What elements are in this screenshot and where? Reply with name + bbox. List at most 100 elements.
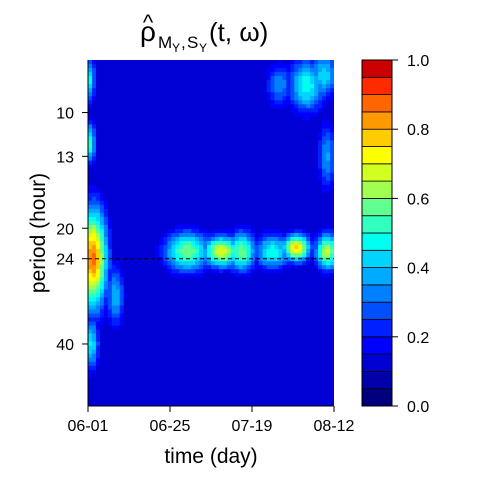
heatmap-cell	[179, 88, 184, 93]
heatmap-cell	[147, 92, 153, 97]
heatmap-cell	[310, 140, 315, 146]
heatmap-cell	[302, 397, 307, 403]
heatmap-cell	[111, 381, 117, 387]
heatmap-cell	[242, 108, 248, 113]
heatmap-cell	[123, 184, 129, 190]
heatmap-cell	[163, 321, 168, 327]
heatmap-cell	[167, 377, 172, 383]
heatmap-cell	[242, 80, 248, 85]
heatmap-cell	[258, 204, 264, 210]
heatmap-cell	[131, 208, 137, 214]
heatmap-cell	[115, 156, 121, 162]
heatmap-cell	[207, 369, 212, 375]
heatmap-cell	[139, 365, 145, 371]
heatmap-cell	[99, 361, 105, 367]
heatmap-cell	[258, 277, 264, 282]
heatmap-cell	[222, 156, 228, 162]
heatmap-cell	[306, 265, 311, 270]
heatmap-cell	[282, 124, 287, 129]
heatmap-cell	[278, 401, 284, 406]
heatmap-cell	[302, 132, 307, 138]
heatmap-cell	[290, 309, 295, 315]
heatmap-cell	[151, 357, 157, 363]
heatmap-cell	[254, 152, 260, 158]
heatmap-cell	[91, 389, 97, 395]
heatmap-cell	[99, 357, 105, 363]
heatmap-cell	[143, 160, 149, 166]
heatmap-cell	[167, 309, 172, 315]
heatmap-cell	[282, 72, 287, 77]
heatmap-cell	[306, 216, 311, 222]
heatmap-cell	[298, 305, 303, 311]
heatmap-cell	[171, 269, 176, 274]
heatmap-cell	[214, 156, 220, 162]
heatmap-cell	[222, 329, 228, 335]
heatmap-cell	[183, 68, 188, 73]
heatmap-cell	[230, 253, 236, 258]
heatmap-cell	[298, 200, 303, 206]
heatmap-cell	[262, 216, 268, 222]
heatmap-cell	[143, 64, 149, 69]
heatmap-cell	[282, 204, 287, 210]
heatmap-cell	[91, 152, 97, 158]
heatmap-cell	[306, 349, 311, 355]
heatmap-cell	[119, 265, 125, 270]
heatmap-cell	[155, 305, 161, 311]
heatmap-cell	[159, 228, 164, 234]
heatmap-cell	[246, 329, 252, 335]
heatmap-cell	[191, 233, 196, 238]
heatmap-cell	[167, 168, 172, 174]
heatmap-cell	[88, 385, 93, 391]
heatmap-cell	[111, 241, 117, 246]
heatmap-cell	[131, 184, 137, 190]
heatmap-cell	[187, 397, 192, 403]
heatmap-cell	[183, 100, 188, 105]
heatmap-cell	[226, 289, 232, 294]
heatmap-cell	[123, 136, 129, 142]
heatmap-cell	[274, 132, 280, 138]
heatmap-cell	[254, 80, 260, 85]
heatmap-cell	[266, 112, 272, 117]
heatmap-cell	[175, 321, 180, 327]
heatmap-cell	[262, 317, 268, 323]
heatmap-cell	[282, 180, 287, 186]
heatmap-cell	[163, 237, 168, 242]
heatmap-cell	[183, 188, 188, 194]
heatmap-cell	[111, 228, 117, 234]
heatmap-cell	[270, 192, 276, 198]
heatmap-cell	[242, 249, 248, 254]
heatmap-cell	[88, 220, 93, 226]
heatmap-cell	[88, 273, 93, 278]
heatmap-cell	[266, 116, 272, 121]
heatmap-cell	[99, 216, 105, 222]
heatmap-cell	[191, 377, 196, 383]
heatmap-cell	[242, 253, 248, 258]
heatmap-cell	[99, 389, 105, 395]
heatmap-cell	[143, 233, 149, 238]
heatmap-cell	[214, 196, 220, 202]
heatmap-cell	[191, 184, 196, 190]
heatmap-cell	[298, 337, 303, 343]
heatmap-cell	[99, 180, 105, 186]
heatmap-cell	[139, 228, 145, 234]
heatmap-cell	[214, 216, 220, 222]
heatmap-cell	[183, 224, 188, 230]
heatmap-cell	[171, 245, 176, 250]
heatmap-cell	[119, 297, 125, 302]
heatmap-cell	[203, 277, 208, 282]
heatmap-cell	[167, 281, 172, 286]
heatmap-cell	[203, 228, 208, 234]
heatmap-cell	[246, 261, 252, 266]
heatmap-cell	[254, 156, 260, 162]
heatmap-cell	[147, 341, 153, 347]
heatmap-cell	[103, 353, 109, 359]
heatmap-cell	[278, 317, 284, 323]
heatmap-cell	[290, 188, 295, 194]
heatmap-cell	[286, 116, 291, 121]
heatmap-cell	[238, 257, 244, 262]
heatmap-cell	[270, 188, 276, 194]
heatmap-cell	[226, 285, 232, 290]
heatmap-cell	[88, 341, 93, 347]
heatmap-cell	[155, 128, 161, 134]
heatmap-cell	[91, 361, 97, 367]
